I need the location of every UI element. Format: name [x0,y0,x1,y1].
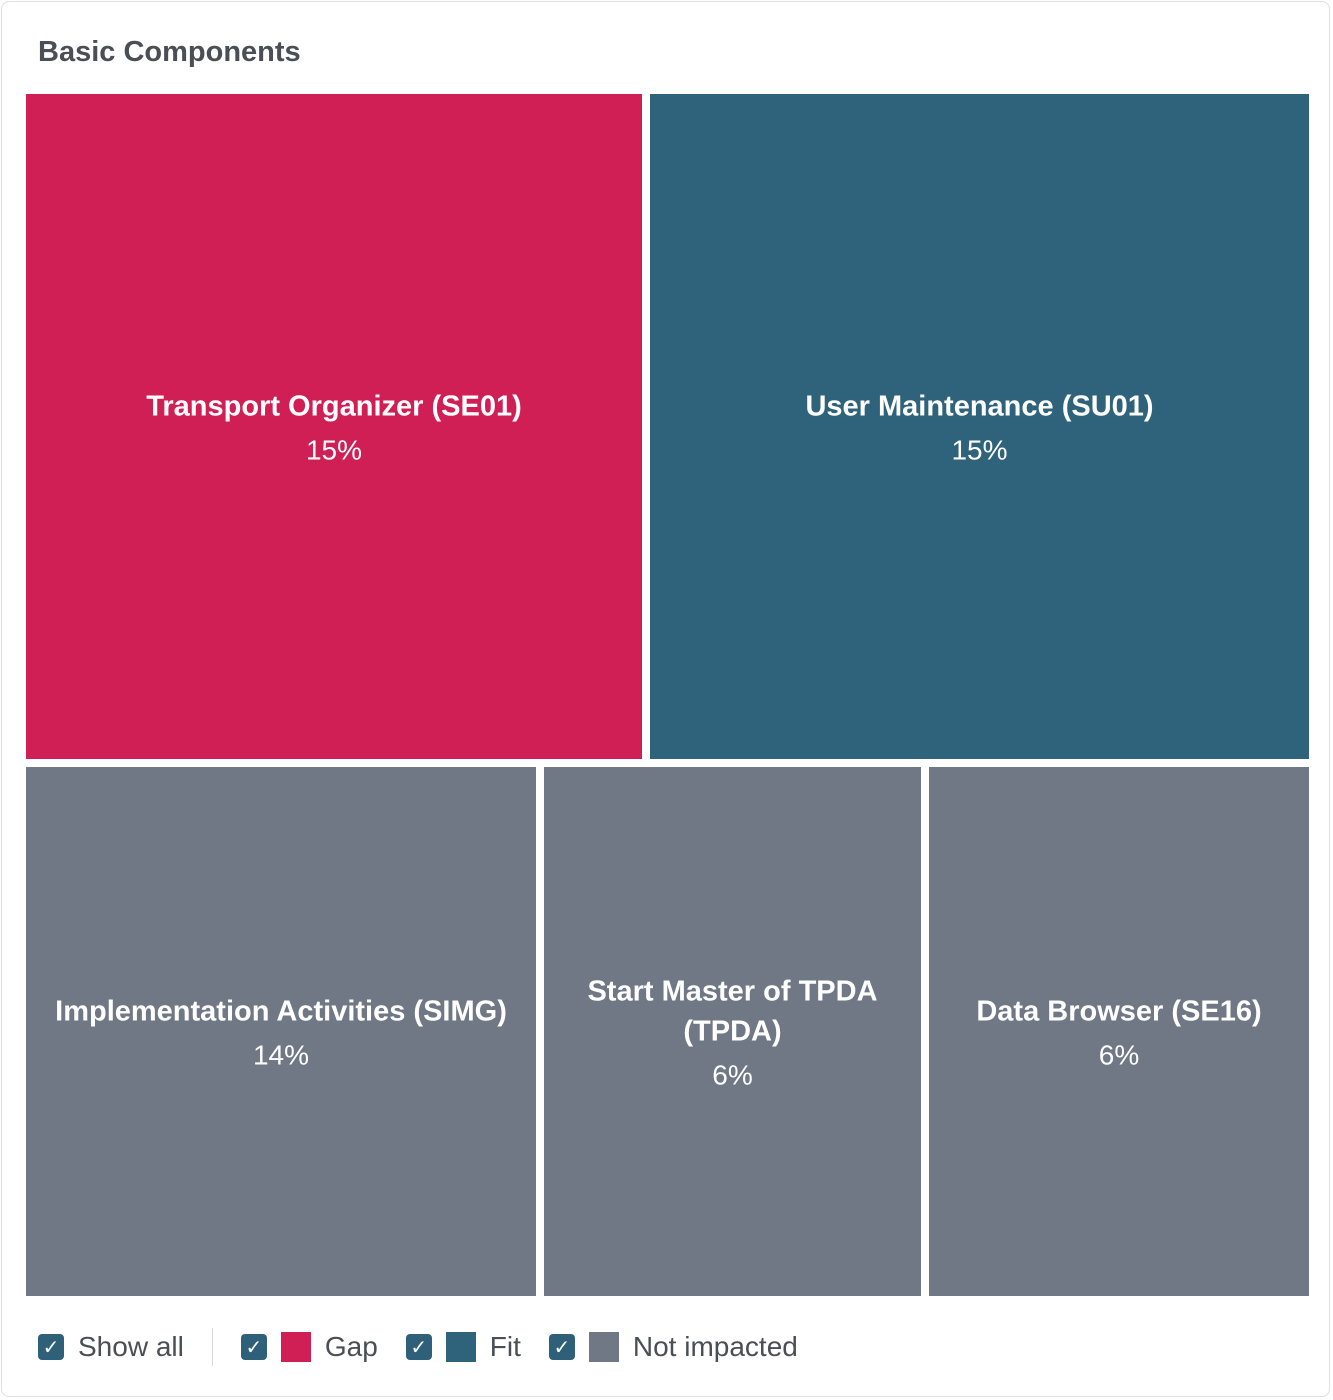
tile-label: User Maintenance (SU01) [805,391,1153,423]
gap-color-swatch [280,1332,311,1362]
legend-label[interactable]: Not impacted [632,1331,798,1362]
tile-rect[interactable] [929,767,1309,1296]
legend-label[interactable]: Gap [324,1331,378,1362]
tile-rect[interactable] [26,767,536,1296]
treemap-chart: Transport Organizer (SE01) 15% User Main… [26,94,1309,1296]
fit-color-swatch [445,1332,476,1362]
legend-item-gap[interactable]: ✓ Gap [240,1331,378,1363]
tile-rect[interactable] [650,94,1309,759]
tile-label: Start Master of TPDA [587,976,877,1008]
checkbox-checked-icon[interactable]: ✓ [405,1334,432,1360]
tile-label-line-2: (TPDA) [683,1016,781,1048]
checkbox-checked-icon[interactable]: ✓ [38,1334,64,1360]
checkbox-checked-icon[interactable]: ✓ [548,1334,575,1360]
tile-implementation-activities[interactable]: Implementation Activities (SIMG) 14% [26,767,536,1296]
tile-label: Implementation Activities (SIMG) [55,996,507,1028]
tile-value: 6% [1099,1040,1139,1071]
legend-show-all-label[interactable]: Show all [78,1331,184,1362]
tile-transport-organizer[interactable]: Transport Organizer (SE01) 15% [26,94,642,759]
legend-label[interactable]: Fit [489,1331,521,1362]
tile-data-browser[interactable]: Data Browser (SE16) 6% [929,767,1309,1296]
tile-label: Transport Organizer (SE01) [146,391,522,423]
tile-value: 15% [306,435,362,466]
tile-label: Data Browser (SE16) [976,996,1261,1028]
checkbox-checked-icon[interactable]: ✓ [240,1334,267,1360]
legend-divider [211,1328,213,1366]
tile-value: 15% [951,435,1007,466]
legend-show-all[interactable]: ✓ Show all [38,1331,184,1363]
legend: ✓ Show all ✓ Gap ✓ Fit ✓ Not impacted [38,1324,798,1370]
not-impacted-color-swatch [588,1332,619,1362]
tile-rect[interactable] [544,767,921,1296]
tile-start-master-tpda[interactable]: Start Master of TPDA (TPDA) 6% [544,767,921,1296]
legend-item-fit[interactable]: ✓ Fit [405,1331,521,1363]
chart-title: Basic Components [38,36,301,68]
tile-user-maintenance[interactable]: User Maintenance (SU01) 15% [650,94,1309,759]
legend-item-not-impacted[interactable]: ✓ Not impacted [548,1331,798,1363]
tile-value: 6% [712,1060,752,1091]
tile-rect[interactable] [26,94,642,759]
tile-value: 14% [253,1040,309,1071]
